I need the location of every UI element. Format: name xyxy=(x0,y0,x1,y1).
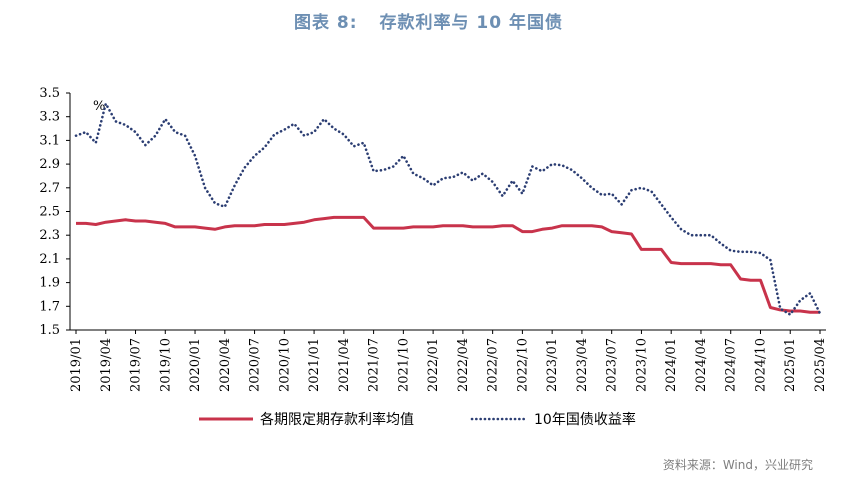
x-tick-label: 2022/01 xyxy=(426,338,441,392)
x-tick-label: 2020/01 xyxy=(188,338,203,392)
y-tick-label: 2.3 xyxy=(39,228,60,243)
chart-title: 图表 8: 存款利率与 10 年国债 xyxy=(0,8,857,33)
x-tick-label: 2024/04 xyxy=(694,338,709,392)
x-tick-label: 2023/10 xyxy=(634,338,649,392)
x-tick-label: 2021/01 xyxy=(307,338,322,392)
source-note: 资料来源：Wind，兴业研究 xyxy=(662,458,813,472)
x-tick-label: 2021/04 xyxy=(337,338,352,392)
x-tick-label: 2022/10 xyxy=(515,338,530,392)
y-unit-label: % xyxy=(93,99,105,114)
y-tick-label: 1.5 xyxy=(39,323,60,338)
y-tick-label: 2.1 xyxy=(39,252,60,267)
x-tick-label: 2019/04 xyxy=(99,338,114,392)
chart-legend: 各期限定期存款利率均值 10年国债收益率 xyxy=(199,411,636,428)
y-tick-label: 3.5 xyxy=(39,86,60,101)
y-tick-label: 2.9 xyxy=(39,157,60,172)
figure-number: 图表 8: xyxy=(293,13,358,33)
chart-series xyxy=(74,102,822,316)
figure-title: 存款利率与 10 年国债 xyxy=(379,13,564,33)
x-tick-label: 2020/10 xyxy=(277,338,292,392)
x-tick-label: 2020/04 xyxy=(218,338,233,392)
x-tick-label: 2023/07 xyxy=(605,338,620,392)
deposit-rate-line xyxy=(76,215,820,314)
x-tick-label: 2023/04 xyxy=(575,338,590,392)
x-tick-label: 2024/10 xyxy=(753,338,768,392)
x-tick-label: 2024/01 xyxy=(664,338,679,392)
y-tick-label: 3.1 xyxy=(39,133,60,148)
x-tick-label: 2021/07 xyxy=(367,338,382,392)
x-tick-label: 2022/07 xyxy=(486,338,501,392)
x-tick-label: 2025/04 xyxy=(813,338,828,392)
y-tick-label: 3.3 xyxy=(39,110,60,125)
x-tick-label: 2019/07 xyxy=(129,338,144,392)
y-tick-label: 2.5 xyxy=(39,205,60,220)
x-tick-label: 2024/07 xyxy=(724,338,739,392)
y-tick-label: 2.7 xyxy=(39,181,60,196)
x-tick-label: 2021/10 xyxy=(396,338,411,392)
legend-label: 各期限定期存款利率均值 xyxy=(260,411,414,428)
y-tick-label: 1.7 xyxy=(39,299,60,314)
x-tick-label: 2022/04 xyxy=(456,338,471,392)
x-tick-label: 2025/01 xyxy=(783,338,798,392)
x-tick-label: 2020/07 xyxy=(248,338,263,392)
legend-label: 10年国债收益率 xyxy=(534,411,636,428)
x-tick-label: 2019/01 xyxy=(69,338,84,392)
x-tick-label: 2023/01 xyxy=(545,338,560,392)
bond-yield-line xyxy=(74,102,822,316)
y-tick-label: 1.9 xyxy=(39,276,60,291)
chart-axes: 1.5 1.7 1.9 2.1 2.3 2.5 2.7 2.9 3.1 3.3 3.5% 2019/0… xyxy=(39,86,828,392)
x-tick-label: 2019/10 xyxy=(158,338,173,392)
